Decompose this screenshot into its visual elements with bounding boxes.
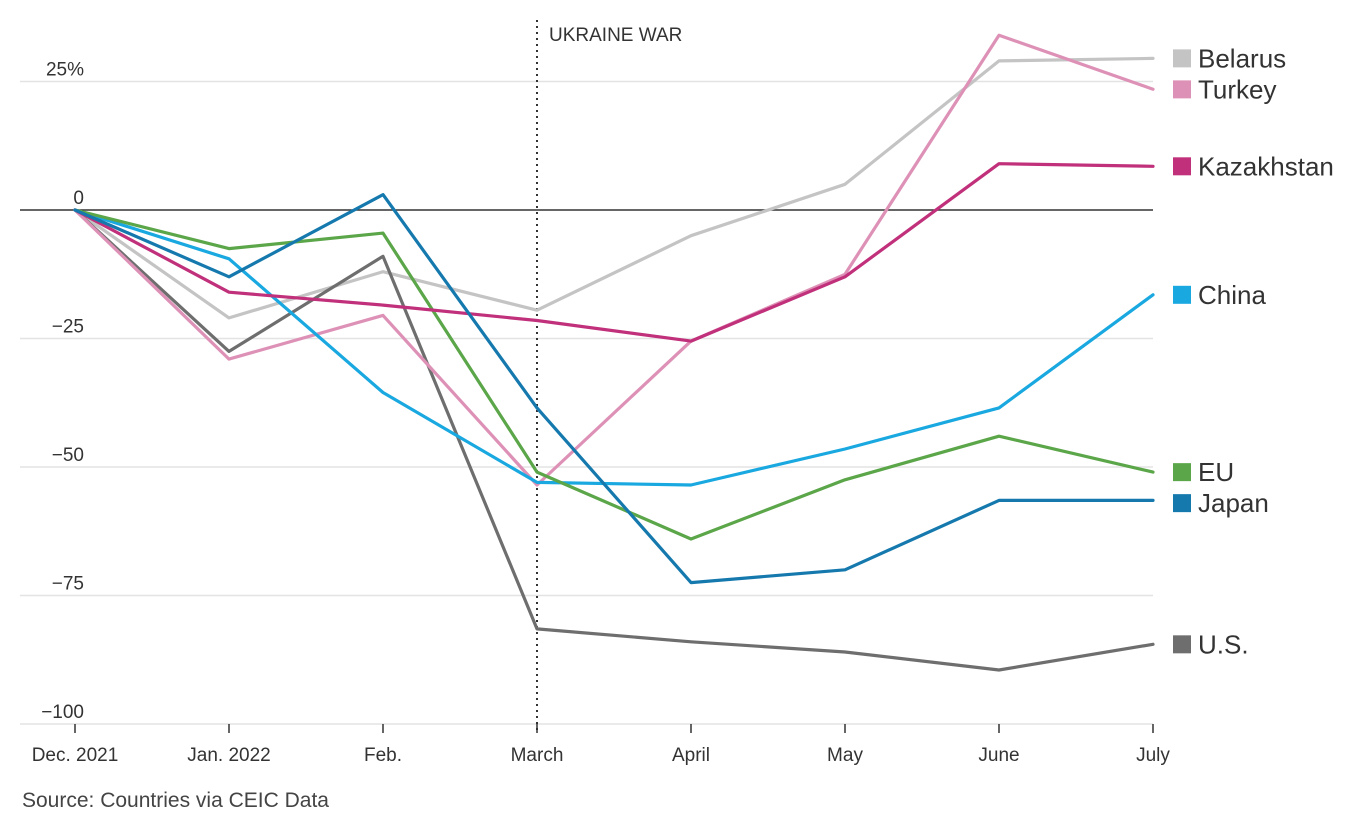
legend-swatch bbox=[1173, 80, 1191, 99]
series-line-japan bbox=[73, 193, 1155, 585]
legend-swatch bbox=[1173, 49, 1191, 68]
x-tick-label: March bbox=[511, 745, 564, 766]
legend-item-kazakhstan: Kazakhstan bbox=[1173, 151, 1334, 181]
y-tick-label: −25 bbox=[52, 317, 84, 338]
legend-swatch bbox=[1173, 285, 1191, 304]
annotation-label: UKRAINE WAR bbox=[549, 25, 682, 46]
x-axis: Dec. 2021 Jan. 2022 Feb. March April May June J… bbox=[32, 724, 1170, 766]
ukraine-war-annotation: UKRAINE WAR bbox=[536, 20, 682, 732]
x-tick-label: May bbox=[827, 745, 863, 766]
legend-swatch bbox=[1173, 494, 1191, 513]
series-line-eu bbox=[73, 208, 1155, 541]
legend-swatch bbox=[1173, 463, 1191, 482]
series-line-u-s bbox=[73, 208, 1155, 672]
series-line-china bbox=[73, 208, 1155, 487]
series-line-kazakhstan bbox=[73, 162, 1155, 343]
legend-label: China bbox=[1198, 280, 1266, 310]
legend-item-japan: Japan bbox=[1173, 488, 1269, 518]
series-line-turkey bbox=[73, 33, 1155, 487]
legend-item-belarus: Belarus bbox=[1173, 43, 1286, 73]
y-tick-label: 25% bbox=[46, 60, 84, 81]
x-tick-label: June bbox=[978, 745, 1019, 766]
x-tick-label: July bbox=[1136, 745, 1170, 766]
legend-item-china: China bbox=[1173, 280, 1266, 310]
legend-swatch bbox=[1173, 635, 1191, 654]
x-tick-label: Jan. 2022 bbox=[187, 745, 270, 766]
source-note: Source: Countries via CEIC Data bbox=[22, 789, 329, 812]
grid-lines: 25% 0 −25 −50 −75 −100 bbox=[20, 60, 1153, 725]
legend-label: Turkey bbox=[1198, 74, 1277, 104]
y-tick-label: −75 bbox=[52, 574, 84, 595]
legend-item-u-s: U.S. bbox=[1173, 629, 1249, 659]
x-tick-label: Feb. bbox=[364, 745, 402, 766]
legend-label: Belarus bbox=[1198, 43, 1286, 73]
legend-label: U.S. bbox=[1198, 629, 1249, 659]
legend-item-eu: EU bbox=[1173, 457, 1234, 487]
legend-swatch bbox=[1173, 157, 1191, 176]
series-lines bbox=[73, 33, 1155, 672]
legend-label: Kazakhstan bbox=[1198, 151, 1334, 181]
y-tick-label: −50 bbox=[52, 445, 84, 466]
legend-label: Japan bbox=[1198, 488, 1269, 518]
legend-label: EU bbox=[1198, 457, 1234, 487]
legend-item-turkey: Turkey bbox=[1173, 74, 1277, 104]
y-tick-label: 0 bbox=[73, 188, 84, 209]
series-line-belarus bbox=[73, 56, 1155, 320]
y-tick-label: −100 bbox=[41, 702, 84, 723]
x-tick-label: April bbox=[672, 745, 710, 766]
x-tick-label: Dec. 2021 bbox=[32, 745, 119, 766]
